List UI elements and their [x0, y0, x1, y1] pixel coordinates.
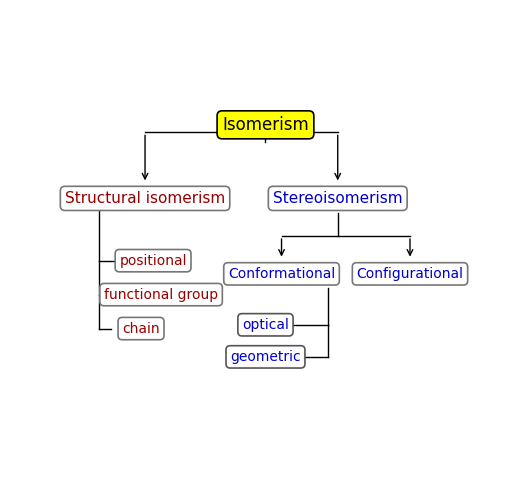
Text: Conformational: Conformational	[228, 267, 335, 281]
Text: geometric: geometric	[230, 350, 301, 364]
Text: functional group: functional group	[104, 288, 218, 302]
Text: chain: chain	[122, 321, 160, 336]
Text: optical: optical	[242, 318, 289, 332]
Text: Configurational: Configurational	[356, 267, 464, 281]
Text: positional: positional	[119, 254, 187, 268]
Text: Stereoisomerism: Stereoisomerism	[273, 191, 402, 206]
Text: Structural isomerism: Structural isomerism	[65, 191, 225, 206]
Text: Isomerism: Isomerism	[222, 116, 309, 134]
